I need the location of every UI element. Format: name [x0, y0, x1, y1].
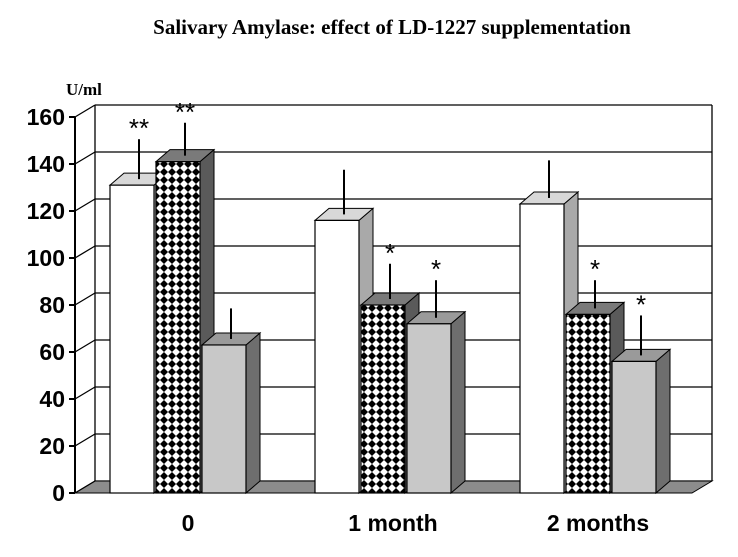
y-axis-unit-label: U/ml — [66, 80, 102, 99]
significance-marker: * — [636, 289, 646, 319]
bar — [109, 184, 155, 494]
significance-marker: * — [385, 238, 395, 268]
significance-marker: * — [431, 254, 441, 284]
y-tick-label: 0 — [52, 480, 65, 506]
side-wall-gridline — [74, 151, 96, 165]
bar — [155, 161, 201, 494]
y-tick-label: 160 — [27, 104, 65, 130]
side-wall-gridline — [74, 245, 96, 259]
side-wall-gridline — [74, 433, 96, 447]
y-tick-label: 140 — [27, 151, 65, 177]
y-tick-label: 40 — [39, 386, 65, 412]
side-wall-gridline — [74, 386, 96, 400]
category-label: 2 months — [547, 510, 649, 536]
bar-side-face — [450, 310, 466, 495]
y-tick-label: 120 — [27, 198, 65, 224]
side-wall-gridline — [74, 198, 96, 212]
bar — [201, 344, 247, 494]
category-label: 1 month — [348, 510, 437, 536]
bar — [565, 313, 611, 494]
y-tick-label: 20 — [39, 433, 65, 459]
side-wall-gridline — [74, 292, 96, 306]
bar — [406, 323, 452, 494]
significance-marker: ** — [175, 97, 195, 127]
significance-marker: * — [590, 254, 600, 284]
side-wall-gridline — [74, 339, 96, 353]
side-wall-gridline — [74, 104, 96, 118]
bar — [519, 203, 565, 494]
bar — [611, 360, 657, 494]
category-label: 0 — [182, 510, 195, 536]
chart-title: Salivary Amylase: effect of LD-1227 supp… — [153, 15, 631, 39]
y-tick-label: 100 — [27, 245, 65, 271]
bar-side-face — [245, 331, 261, 495]
significance-marker: ** — [129, 113, 149, 143]
bar-side-face — [655, 348, 671, 495]
bar — [314, 219, 360, 494]
side-wall-gridline — [74, 480, 96, 494]
y-tick-label: 60 — [39, 339, 65, 365]
y-tick-label: 80 — [39, 292, 65, 318]
bar — [360, 304, 406, 494]
